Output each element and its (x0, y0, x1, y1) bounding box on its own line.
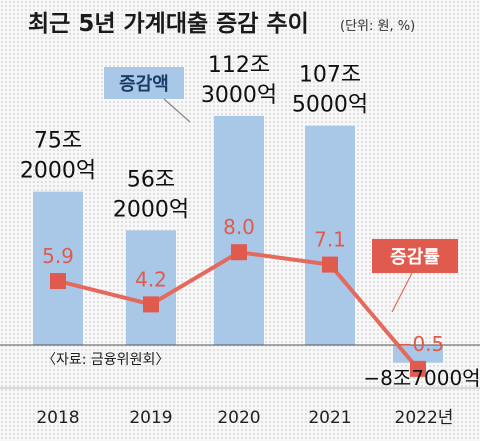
source-note: 〈자료: 금융위원회〉 (42, 352, 169, 368)
line-legend-pointer (391, 272, 413, 313)
bar-value-label-2021-0: 107조 (299, 63, 361, 88)
bar-legend-label: 증감액 (119, 74, 169, 95)
x-tick-2019: 2019 (129, 408, 172, 428)
bar-value-label-2018-0: 75조 (34, 129, 82, 154)
bar-legend: 증감액 (104, 67, 191, 123)
bars-layer (33, 115, 443, 363)
bar-value-label-2018-1: 2000억 (20, 159, 96, 184)
line-layer (50, 244, 426, 377)
chart-title: 최근 5년 가계대출 증감 추이 (28, 11, 309, 37)
rate-marker-2018 (50, 273, 66, 290)
rate-label-2019: 4.2 (135, 267, 167, 291)
bar-value-label-2020-1: 3000억 (201, 83, 277, 108)
bar-value-label-2019-1: 2000억 (113, 197, 189, 222)
bar-value-label-2019-0: 56조 (127, 167, 175, 192)
bar-2019 (126, 230, 176, 345)
bar-value-label-2021-1: 5000억 (292, 93, 368, 118)
bar-legend-box (104, 67, 184, 99)
bar-2020 (214, 115, 264, 346)
rate-label-2018: 5.9 (42, 244, 74, 268)
rate-label-2020: 8.0 (223, 215, 255, 239)
line-legend: 증감률 (372, 239, 458, 313)
x-tick-2021: 2021 (308, 408, 351, 428)
rate-marker-2021 (322, 256, 338, 273)
line-legend-box (372, 239, 458, 273)
rate-marker-2019 (143, 296, 159, 313)
bar-2018 (33, 191, 83, 345)
rate-label-2021: 7.1 (314, 228, 346, 252)
x-tick-2022년: 2022년 (395, 408, 454, 428)
line-legend-label: 증감률 (390, 247, 440, 268)
rate-marker-2022년 (410, 360, 426, 377)
rate-marker-2020 (231, 244, 247, 261)
labels-layer: 75조 2000억 56조 2000억 112조 3000억 107조 5000억 −8조700… (20, 53, 480, 428)
bar-legend-pointer (163, 98, 191, 123)
bar-value-label-2020-0: 112조 (208, 53, 270, 78)
unit-note: (단위: 원, %) (340, 19, 415, 34)
bar-2022년 (393, 345, 443, 363)
bar-value-label-2022년-0: −8조7000억 (363, 366, 480, 390)
x-tick-2020: 2020 (217, 408, 260, 428)
bar-2021 (305, 125, 355, 345)
x-tick-2018: 2018 (36, 408, 79, 428)
rate-label-2022년: −0.5 (396, 332, 445, 356)
